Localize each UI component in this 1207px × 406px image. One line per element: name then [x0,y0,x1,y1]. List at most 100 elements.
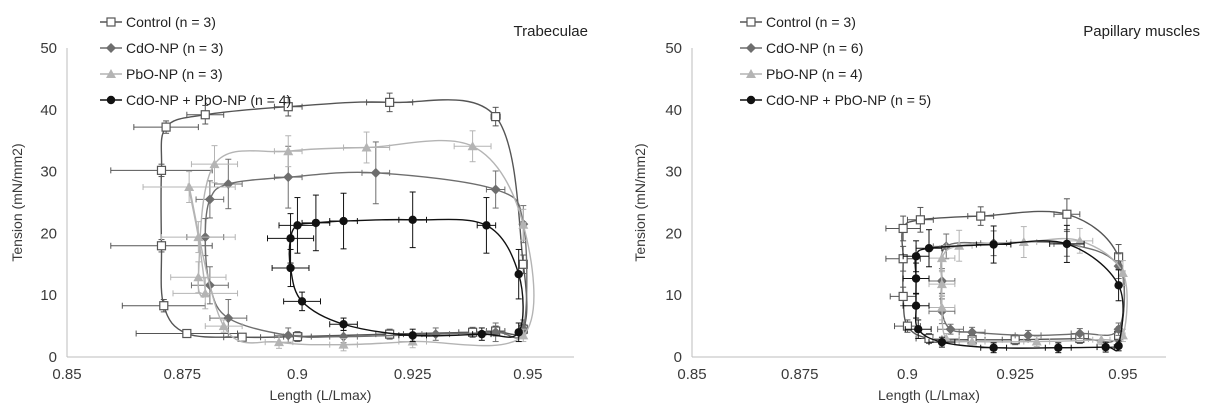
data-point [339,320,348,329]
y-tick-label: 20 [40,225,57,242]
data-point [967,327,978,338]
series-2 [186,141,529,344]
data-point [898,291,908,302]
data-point [989,343,998,352]
data-point [1054,343,1063,352]
x-tick-label: 0.9 [897,366,918,383]
data-point [937,337,947,347]
legend-marker [746,17,756,27]
data-point [1023,330,1034,341]
data-point [286,234,295,243]
x-tick-label: 0.925 [996,366,1034,383]
legend-label: CdO-NP (n = 3) [126,40,223,56]
series-line [940,241,1126,337]
panel-title: Papillary muscles [1083,23,1200,40]
data-point [976,211,986,221]
legend-item: CdO-NP + PbO-NP (n = 4) [100,92,291,108]
legend-marker [106,69,116,78]
data-point [283,102,293,112]
data-point [223,178,234,189]
legend-label: Control (n = 3) [766,14,856,30]
legend-marker [746,95,756,105]
series-4 [902,224,1124,354]
data-point [370,167,381,178]
series-1 [110,92,528,343]
data-point [283,172,294,183]
legend-marker [106,17,116,27]
data-point [518,330,529,340]
x-tick-label: 0.875 [781,366,819,383]
data-point [338,339,349,349]
panel-title: Trabeculae [514,23,589,40]
y-tick-label: 30 [40,164,57,181]
data-point [311,218,321,228]
data-point [385,97,395,107]
data-point [1074,235,1085,245]
data-point [482,221,491,230]
data-point [491,111,501,122]
data-point [297,297,307,306]
series-line [204,171,528,339]
data-point [915,215,925,225]
legend-item: PbO-NP (n = 3) [100,66,223,82]
data-point [293,221,302,230]
series-3 [928,226,1128,347]
data-point [209,159,220,169]
x-tick-label: 0.85 [52,366,81,383]
data-point [274,337,285,347]
data-point [911,301,921,310]
y-tick-label: 0 [49,349,57,366]
x-tick-label: 0.9 [287,366,308,383]
data-point [1096,334,1107,344]
legend-label: Control (n = 3) [126,14,216,30]
data-point [408,331,417,340]
data-point [237,332,247,342]
y-tick-label: 10 [665,287,682,304]
data-point [1101,342,1110,352]
data-point [936,302,947,312]
series-line [901,210,1126,343]
data-point [490,184,501,195]
data-point [514,328,523,337]
series-line [187,139,535,347]
x-tick-label: 0.875 [163,366,201,383]
series-line [288,218,524,338]
data-point [408,215,417,225]
y-axis-title: Tension (mN/mm2) [632,143,648,261]
data-point [361,142,372,152]
data-point [914,324,923,334]
data-point [1031,336,1042,346]
legend-item: Control (n = 3) [740,14,856,30]
data-point [286,263,295,273]
data-point [159,301,169,311]
data-point [156,241,167,251]
legend: Control (n = 3) CdO-NP (n = 6) PbO-NP (n =… [740,14,931,108]
y-tick-label: 40 [665,102,682,119]
data-point [283,146,294,156]
legend-marker [106,43,116,53]
legend-item: Control (n = 3) [100,14,216,30]
data-point [200,110,210,120]
data-point [161,122,171,132]
data-point [911,252,921,261]
legend-label: CdO-NP (n = 6) [766,40,863,56]
data-point [1074,328,1085,339]
data-point [283,330,294,341]
legend: Control (n = 3) CdO-NP (n = 3) PbO-NP (n =… [100,14,291,108]
data-point [338,331,349,342]
data-point [430,329,441,340]
y-tick-label: 20 [665,225,682,242]
data-point [477,329,487,339]
data-point [1117,267,1128,277]
data-point [1062,209,1072,219]
data-point [193,232,204,242]
legend-item: PbO-NP (n = 4) [740,66,863,82]
legend-label: PbO-NP (n = 3) [126,66,223,82]
data-point [924,244,934,253]
y-tick-label: 0 [674,349,682,366]
y-tick-label: 30 [665,164,682,181]
series-1 [885,198,1126,346]
data-point [1114,341,1123,351]
legend-marker [746,69,756,78]
